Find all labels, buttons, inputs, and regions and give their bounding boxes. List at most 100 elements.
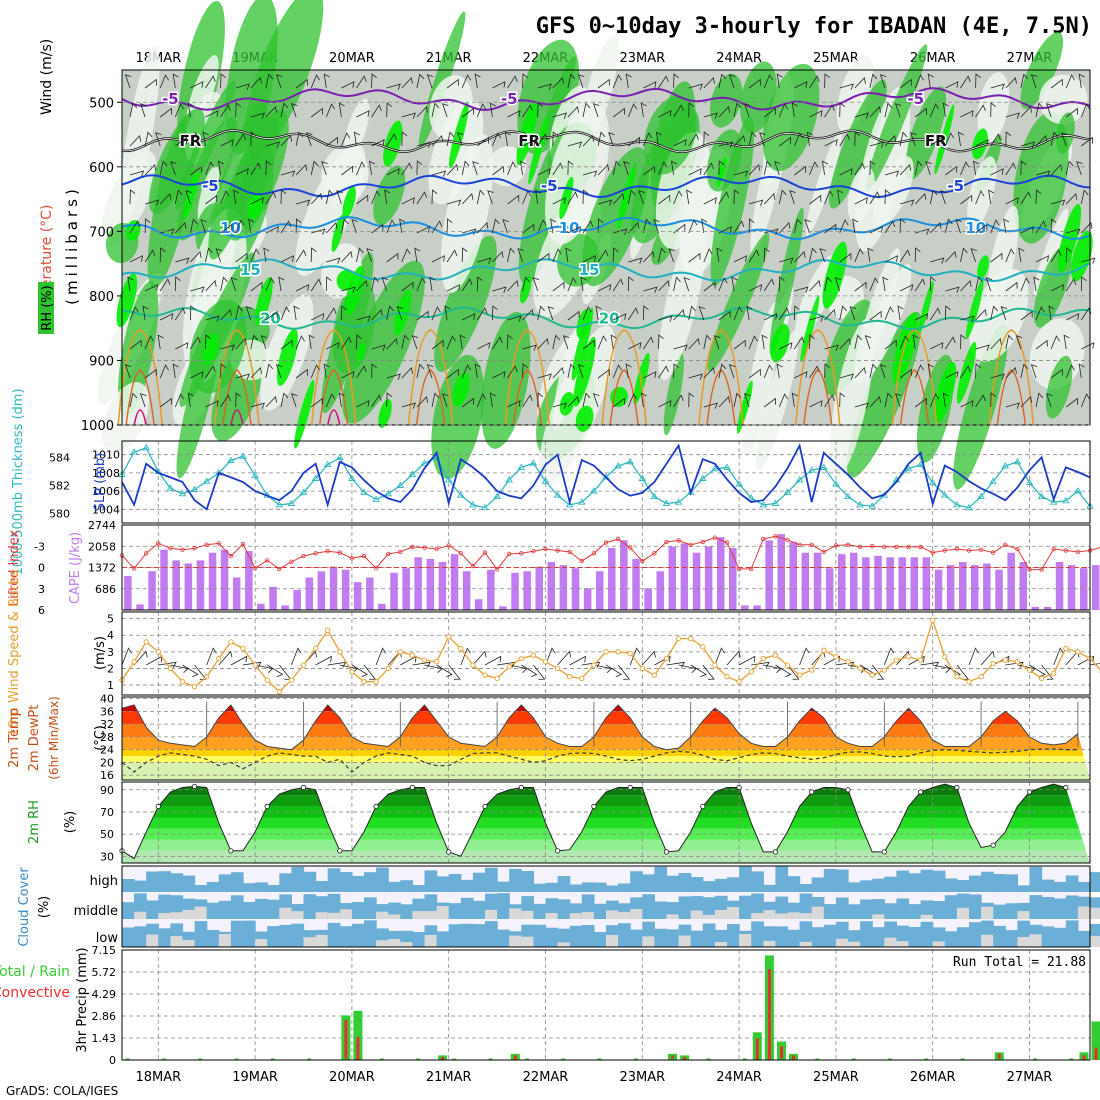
credit-label: GrADS: COLA/IGES: [6, 1084, 118, 1098]
wind-barb: [280, 392, 289, 408]
wind-barb: [1015, 335, 1023, 350]
cloud-cover-bar: [448, 924, 462, 947]
wind-barb: [582, 306, 592, 321]
wind-barb: [431, 220, 443, 234]
wind-barb: [718, 73, 727, 89]
thickness-point: [130, 448, 138, 455]
saturated-area: [934, 361, 957, 423]
saturated-area: [918, 281, 934, 334]
wind-barb: [628, 257, 643, 264]
cloud-cover-bar: [351, 923, 365, 947]
lifted-index-point: [978, 547, 984, 552]
thickness-axis-label: 1000-500mb Thickness (dm): [11, 388, 26, 575]
precip-trace-bar: [561, 1058, 566, 1060]
wind-barb: [502, 219, 509, 234]
lifted-index-point: [773, 534, 778, 539]
dry-area: [805, 131, 842, 236]
wind-barb: [220, 139, 234, 147]
cape-bar: [704, 546, 713, 610]
wind-barb: [235, 252, 248, 263]
wind-barb: [884, 134, 897, 147]
wind-barb: [658, 400, 672, 408]
wind-barb: [985, 277, 993, 292]
temp-band: [122, 736, 1090, 750]
wind-axis-unit: (m/s): [93, 636, 108, 670]
wind-barb: [315, 655, 332, 666]
rh-point: [446, 849, 452, 855]
wind-barb: [129, 189, 136, 205]
wind-barb: [582, 170, 598, 177]
wind-barb: [170, 161, 177, 176]
wind-barb: [990, 168, 1004, 176]
wind-barb: [852, 218, 859, 234]
saturated-area: [516, 101, 538, 166]
wind-barb: [597, 368, 610, 379]
wind-barb: [446, 368, 459, 379]
cloud-cover-bar: [678, 873, 692, 892]
cloud-low-fill: [569, 913, 583, 919]
wind-barb: [688, 133, 699, 147]
thickness-point: [239, 452, 247, 459]
wind-barb: [436, 664, 453, 678]
cape-bar: [511, 572, 519, 610]
wind-barb: [265, 191, 277, 205]
wind-barb: [461, 278, 473, 292]
cape-bar: [535, 566, 543, 610]
wind-speed-point: [567, 674, 573, 680]
isotherm-label: 20: [599, 310, 620, 328]
wind-barb: [507, 315, 522, 322]
wind-barb: [323, 73, 330, 89]
lifted-index-point: [1063, 548, 1068, 553]
wind-barb: [310, 278, 322, 292]
wind-barb: [809, 110, 823, 118]
wind-barb: [371, 73, 377, 89]
wind-barb: [779, 221, 791, 234]
wind-barb: [666, 661, 686, 668]
wind-barb: [975, 139, 989, 147]
wind-barb: [613, 228, 628, 235]
wind-barb: [552, 402, 567, 409]
cape-bar: [729, 548, 737, 610]
wind-barb: [552, 366, 564, 379]
wind-barb: [778, 393, 789, 408]
wind-barb: [733, 170, 749, 177]
wind-barb: [927, 363, 934, 379]
cloud-cover-bar: [872, 899, 885, 919]
cloud-low-fill: [799, 941, 813, 947]
temp-tick-label: 16: [100, 769, 114, 782]
wind-barb: [809, 279, 821, 292]
cloud-cover-bar: [908, 873, 922, 892]
wind-barb: [280, 220, 292, 234]
lifted-index-point: [797, 542, 802, 547]
wind-barb: [703, 281, 716, 292]
thickness-point: [747, 494, 755, 501]
wind-barb: [472, 650, 487, 666]
rh-point: [809, 789, 815, 795]
wind-barb: [1035, 392, 1044, 408]
wind-barb: [144, 218, 151, 234]
cloud-low-fill: [194, 906, 208, 919]
cloud-cover-bar: [860, 880, 873, 892]
wind-barb: [879, 74, 887, 89]
cape-bar: [946, 565, 955, 610]
wind-barb: [748, 131, 757, 147]
wind-barb: [839, 133, 850, 147]
wind-barb: [325, 189, 334, 205]
cape-bar: [499, 606, 507, 610]
cloud-low-fill: [509, 908, 522, 919]
wind-barb: [200, 219, 207, 234]
wind-barb: [121, 647, 133, 666]
wind-barb: [854, 131, 861, 147]
wind-barb: [809, 315, 824, 322]
rh-band: [122, 817, 1090, 829]
hot-contour: [803, 369, 833, 426]
wind-barb: [914, 107, 927, 118]
wind-barb: [794, 305, 800, 321]
cloud-cover-bar: [581, 925, 595, 947]
cloud-cover-bar: [218, 874, 232, 892]
wind-barb: [477, 257, 492, 264]
wind-barb: [295, 335, 305, 350]
wind-barb: [980, 650, 995, 666]
dewpoint-axis-label: 2m DewPt: [27, 705, 42, 772]
cloud-low-fill: [702, 914, 716, 919]
